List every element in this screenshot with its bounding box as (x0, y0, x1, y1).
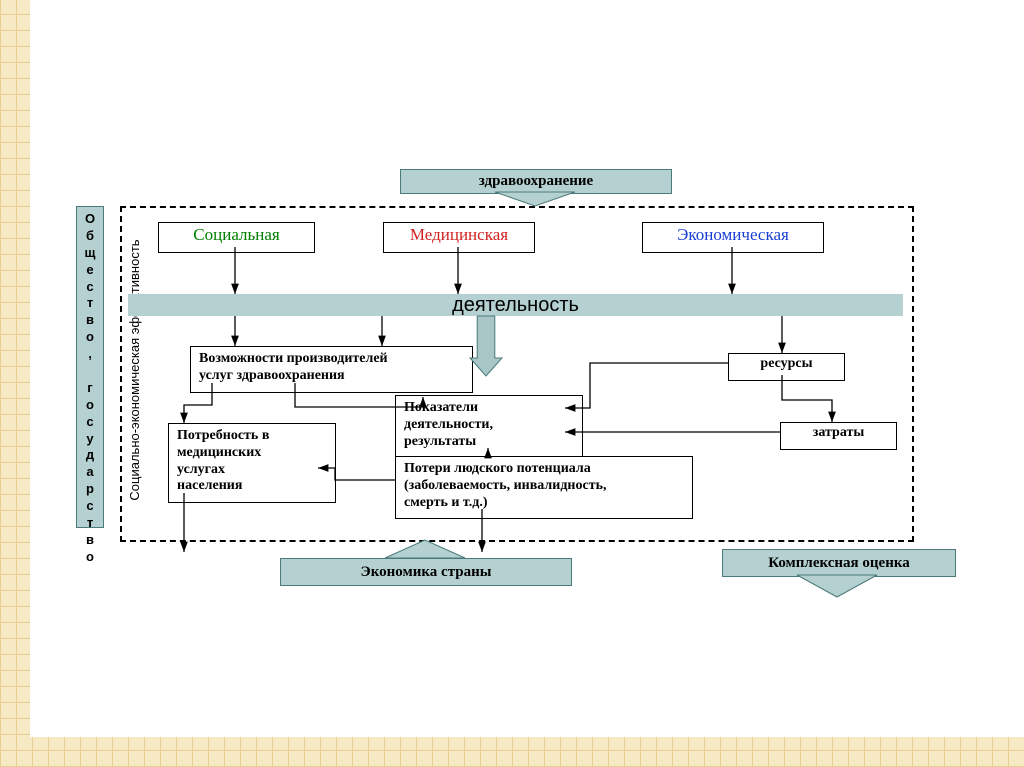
activity-bar: деятельность (128, 294, 903, 316)
box-indicators: Показателидеятельности,результаты (395, 395, 583, 458)
box-needs: Потребность вмедицинскихуслугахнаселения (168, 423, 336, 503)
box-losses: Потери людского потенциала(заболеваемост… (395, 456, 693, 519)
banner-assessment: Комплексная оценка (722, 549, 956, 577)
banner-economy: Экономика страны (280, 558, 572, 586)
efficiency-label: Социально-экономическая эффективность (128, 220, 142, 520)
society-box: Общество,государство (76, 206, 104, 528)
hatch-left (0, 0, 30, 767)
cat-medical: Медицинская (383, 222, 535, 253)
banner-healthcare: здравоохранение (400, 169, 672, 194)
box-resources: ресурсы (728, 353, 845, 381)
box-producers: Возможности производителейуслуг здравоох… (190, 346, 473, 393)
cat-economic: Экономическая (642, 222, 824, 253)
hatch-bottom (0, 737, 1024, 767)
box-costs: затраты (780, 422, 897, 450)
cat-social: Социальная (158, 222, 315, 253)
